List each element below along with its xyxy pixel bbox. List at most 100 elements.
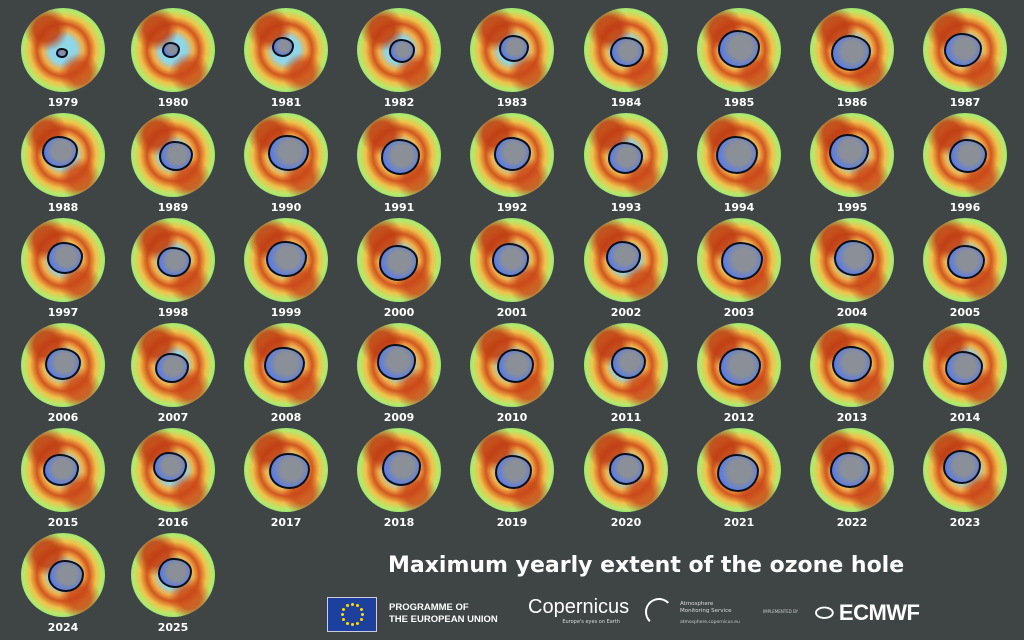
ozone-map-2017: 2017 [236,428,336,532]
year-label: 2022 [836,516,868,529]
year-label: 2004 [836,306,868,319]
ozone-disc [584,113,668,197]
year-label: 2024 [47,621,79,634]
ozone-map-2008: 2008 [236,323,336,427]
ozone-map-2018: 2018 [349,428,449,532]
year-label: 1997 [47,306,79,319]
year-label: 2021 [723,516,755,529]
year-label: 1985 [723,96,755,109]
year-label: 2023 [949,516,981,529]
year-label: 1980 [157,96,189,109]
ozone-disc [810,8,894,92]
eu-text-line-2: THE EUROPEAN UNION [389,614,498,625]
ozone-map-1979: 1979 [13,8,113,112]
ozone-disc [244,218,328,302]
year-label: 1984 [610,96,642,109]
ozone-disc [21,323,105,407]
ozone-disc [21,533,105,617]
ozone-map-2007: 2007 [123,323,223,427]
ozone-hole-outline [493,137,531,171]
year-label: 1999 [270,306,302,319]
ozone-hole-outline [265,240,307,278]
ozone-hole-outline [830,452,870,488]
year-label: 2009 [383,411,415,424]
eu-text-line-1: PROGRAMME OF [389,602,469,613]
year-label: 2014 [949,411,981,424]
year-label: 1990 [270,201,302,214]
infographic-title: Maximum yearly extent of the ozone hole [388,553,905,578]
ozone-disc [697,428,781,512]
ozone-map-2002: 2002 [576,218,676,322]
ozone-hole-outline [43,453,79,487]
ozone-hole-outline [829,134,869,170]
ozone-map-1984: 1984 [576,8,676,112]
year-label: 2016 [157,516,189,529]
ozone-disc [810,218,894,302]
ozone-hole-outline [831,35,871,71]
ozone-disc [357,218,441,302]
eu-star-icon [346,604,349,608]
ozone-map-2019: 2019 [462,428,562,532]
ozone-hole-outline [719,348,761,386]
ozone-disc [584,428,668,512]
ozone-hole-outline [605,241,641,273]
cams-name: Atmosphere Monitoring Service [680,601,732,615]
ozone-map-1993: 1993 [576,113,676,217]
ozone-disc [244,323,328,407]
eu-programme-text: PROGRAMME OF THE EUROPEAN UNION [389,602,498,626]
ozone-disc [470,218,554,302]
copernicus-tagline: Europe's eyes on Earth [562,619,620,625]
ozone-hole-outline [45,347,81,381]
year-label: 2000 [383,306,415,319]
ozone-disc [470,113,554,197]
ozone-disc [810,428,894,512]
ozone-map-1986: 1986 [802,8,902,112]
year-label: 2018 [383,516,415,529]
ozone-disc [131,533,215,617]
year-label: 1987 [949,96,981,109]
ozone-map-2015: 2015 [13,428,113,532]
ozone-disc [470,428,554,512]
ozone-disc [21,428,105,512]
ozone-map-2001: 2001 [462,218,562,322]
implemented-by-label: IMPLEMENTED BY [763,609,799,614]
year-label: 1979 [47,96,79,109]
year-label: 2011 [610,411,642,424]
ecmwf-logo: ⬭ ECMWF [815,600,920,625]
ozone-hole-outline [272,37,294,57]
ozone-map-2024: 2024 [13,533,113,637]
ozone-disc [697,113,781,197]
year-label: 2017 [270,516,302,529]
ozone-map-1980: 1980 [123,8,223,112]
ozone-map-1996: 1996 [915,113,1015,217]
ozone-disc [131,428,215,512]
ozone-hole-outline [716,136,758,174]
ozone-map-1997: 1997 [13,218,113,322]
ozone-hole-outline [607,142,643,174]
ozone-hole-outline [834,240,874,276]
year-label: 1986 [836,96,868,109]
ozone-hole-outline [944,32,982,68]
ozone-map-1991: 1991 [349,113,449,217]
ozone-hole-outline [378,245,418,281]
ozone-disc [697,323,781,407]
year-label: 1982 [383,96,415,109]
ozone-map-2009: 2009 [349,323,449,427]
ozone-map-2011: 2011 [576,323,676,427]
ozone-hole-outline [610,347,646,379]
ozone-map-2005: 2005 [915,218,1015,322]
ozone-disc [923,113,1007,197]
ozone-disc [131,218,215,302]
ozone-hole-outline [155,352,189,384]
year-label: 2012 [723,411,755,424]
year-label: 2001 [496,306,528,319]
ozone-map-1983: 1983 [462,8,562,112]
ozone-map-1987: 1987 [915,8,1015,112]
eu-star-icon [351,623,354,626]
ozone-hole-outline [42,135,78,169]
ozone-disc [697,8,781,92]
ozone-hole-outline [494,455,532,489]
ozone-hole-outline [263,346,305,384]
cams-line-2: Monitoring Service [680,608,732,614]
ozone-hole-outline [380,139,420,175]
